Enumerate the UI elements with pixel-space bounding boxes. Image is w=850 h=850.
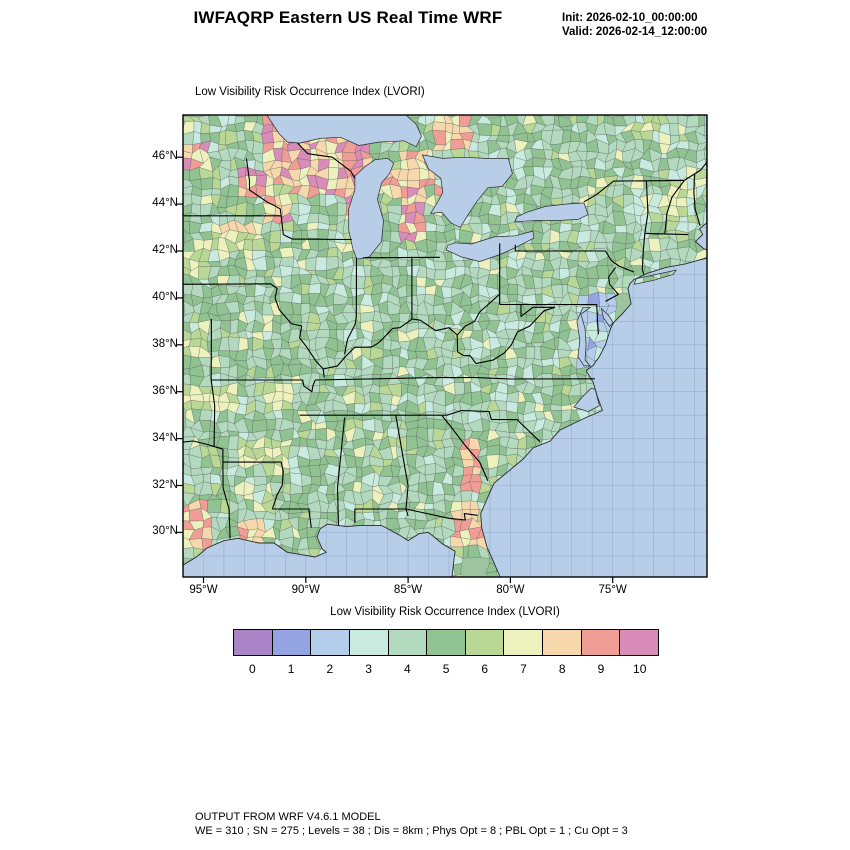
lon-tick-label: 90°W	[291, 584, 320, 596]
colorbar-cell-9	[580, 629, 621, 656]
colorbar-title: Low Visibility Risk Occurrence Index (LV…	[330, 606, 560, 618]
colorbar-tick-label: 2	[326, 662, 334, 676]
colorbar-cell-1	[271, 629, 312, 656]
lon-tick-label: 95°W	[189, 584, 218, 596]
lat-tick-label: 44°N	[152, 197, 178, 210]
colorbar-tick-label: 8	[558, 662, 566, 676]
lat-tick-label: 38°N	[152, 337, 178, 350]
lat-tick-label: 30°N	[152, 525, 178, 538]
lat-tick-label: 40°N	[152, 290, 178, 303]
colorbar-cell-5	[426, 629, 466, 656]
lat-tick-label: 42°N	[152, 244, 178, 256]
lat-tick-label: 34°N	[152, 431, 178, 444]
colorbar-tick-label: 1	[287, 662, 295, 676]
plot-title: IWFAQRP Eastern US Real Time WRF	[193, 8, 503, 27]
footer-model-info: OUTPUT FROM WRF V4.6.1 MODEL WE = 310 ; …	[195, 810, 628, 838]
colorbar-cell-7	[503, 629, 544, 656]
colorbar-tick-labels: 0 1 2 3 4 5 6 7 8 9 10	[233, 662, 659, 676]
map-panel-title: Low Visibility Risk Occurrence Index (LV…	[195, 86, 425, 98]
colorbar-tick-label: 10	[633, 662, 647, 676]
colorbar-tick-label: 3	[365, 662, 372, 676]
lon-tick-label: 75°W	[598, 584, 627, 596]
colorbar-cell-6	[464, 629, 505, 656]
colorbar-tick-label: 5	[442, 662, 450, 676]
lon-tick-label: 85°W	[393, 584, 423, 596]
footer-line-1: OUTPUT FROM WRF V4.6.1 MODEL	[195, 811, 381, 823]
colorbar-tick-label: 0	[249, 662, 256, 676]
init-time: Init: 2026-02-10_00:00:00	[562, 12, 698, 24]
colorbar-cell-10	[619, 629, 660, 656]
lat-tick-label: 32°N	[152, 478, 178, 491]
colorbar-tick-label: 6	[481, 662, 489, 676]
colorbar-tick-label: 9	[597, 662, 605, 676]
colorbar-cell-4	[387, 629, 428, 656]
lat-tick-label: 46°N	[152, 150, 178, 163]
lvori-map-canvas	[177, 114, 708, 583]
colorbar-cell-2	[310, 629, 350, 656]
lat-tick-label: 36°N	[152, 384, 178, 397]
colorbar-cell-3	[348, 629, 389, 656]
colorbar-tick-label: 7	[520, 662, 527, 676]
colorbar-tick-label: 4	[403, 662, 411, 676]
valid-time: Valid: 2026-02-14_12:00:00	[562, 26, 708, 38]
colorbar-cell-0	[233, 629, 273, 656]
colorbar-cell-8	[542, 629, 582, 656]
lvori-map	[177, 114, 708, 583]
lon-tick-label: 80°W	[496, 584, 525, 596]
init-valid-block: Init: 2026-02-10_00:00:00 Valid: 2026-02…	[562, 11, 707, 39]
footer-line-2: WE = 310 ; SN = 275 ; Levels = 38 ; Dis …	[195, 825, 628, 837]
colorbar	[233, 629, 660, 656]
